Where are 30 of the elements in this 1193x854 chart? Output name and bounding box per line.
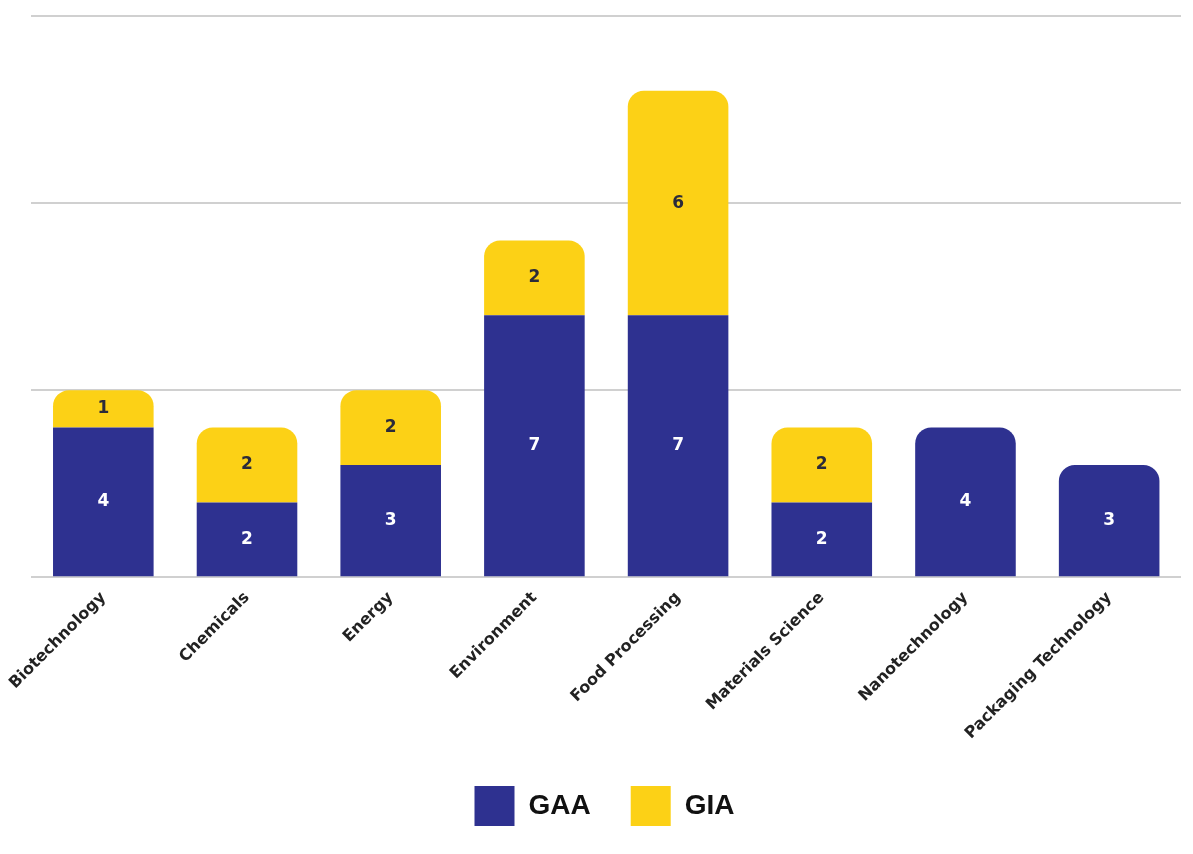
data-label: 3: [384, 509, 397, 530]
bar: [484, 240, 585, 316]
bar: [340, 465, 441, 577]
bar: [771, 427, 873, 503]
bar: [340, 390, 441, 466]
bar: [53, 390, 154, 428]
data-label: 4: [97, 490, 110, 511]
legend-label: GIA: [684, 788, 735, 820]
bar: [915, 427, 1016, 577]
data-label: 2: [528, 266, 541, 287]
bar: [771, 502, 873, 577]
bar: [1058, 465, 1160, 577]
data-label: 2: [241, 527, 253, 548]
data-label: 4: [959, 490, 972, 511]
bar: [627, 315, 729, 577]
data-label: 3: [1103, 509, 1116, 530]
bar: [196, 427, 298, 503]
bar: [53, 427, 154, 577]
data-label: 7: [528, 434, 541, 455]
legend-label: GAA: [528, 788, 591, 820]
bar: [484, 315, 585, 577]
data-label: 7: [672, 434, 684, 455]
bar: [196, 502, 298, 577]
data-label: 2: [241, 453, 253, 474]
data-label: 1: [97, 397, 110, 418]
data-label: 6: [672, 191, 684, 212]
data-label: 2: [815, 527, 828, 548]
bar: [627, 90, 729, 316]
data-label: 2: [384, 416, 397, 437]
data-label: 2: [815, 453, 828, 474]
